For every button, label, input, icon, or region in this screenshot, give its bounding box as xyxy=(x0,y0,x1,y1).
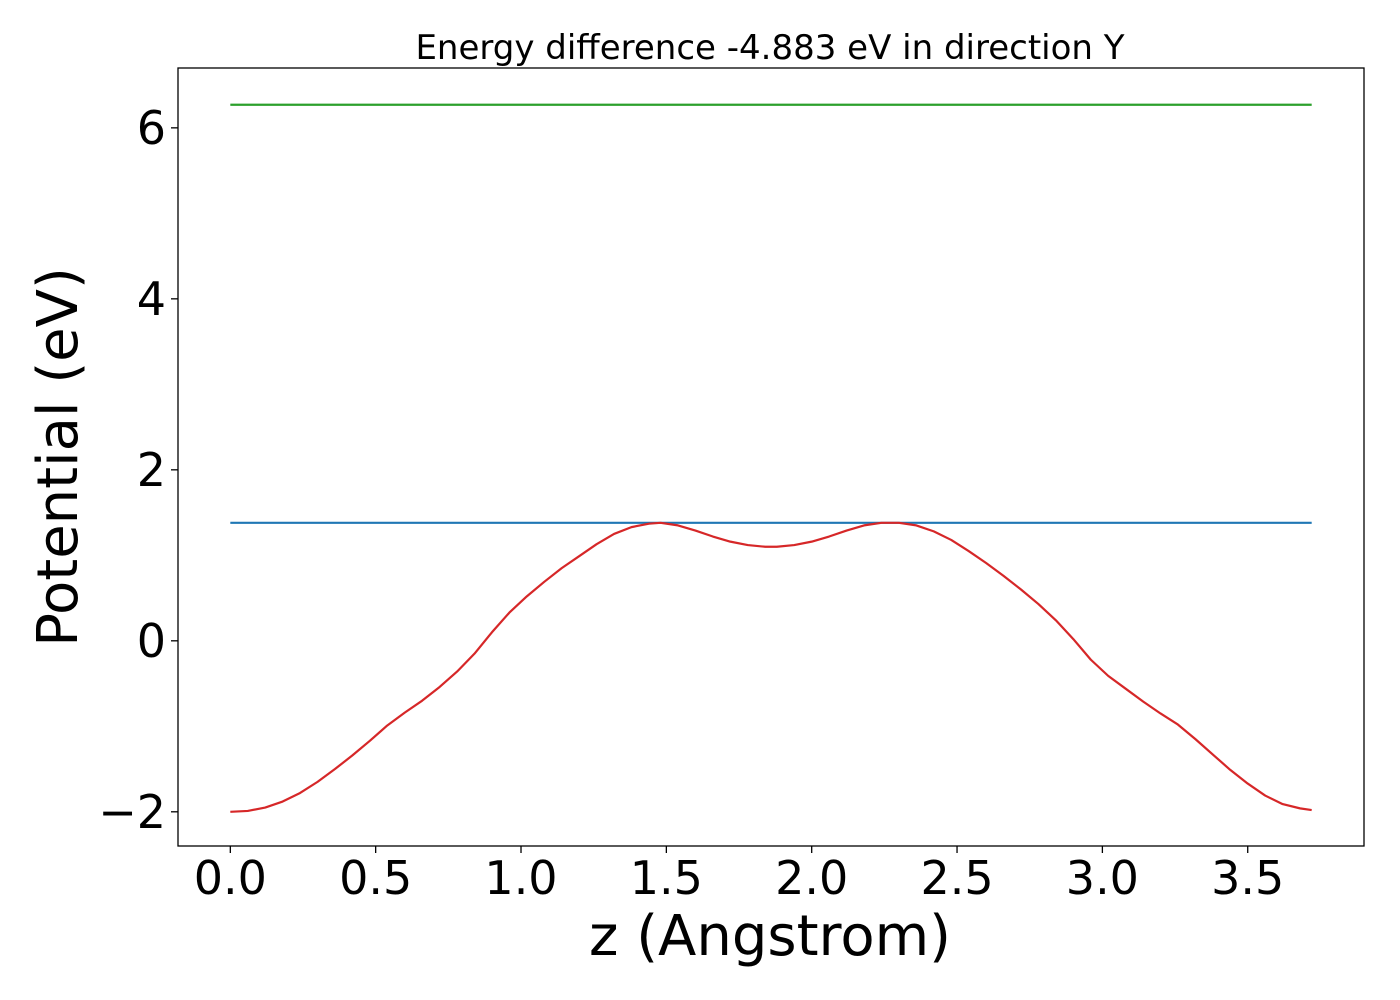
x-tick-label: 1.0 xyxy=(484,851,557,905)
x-axis: 0.0 0.5 1.0 1.5 2.0 2.5 3.0 3.5 xyxy=(194,846,1284,905)
x-tick-label: 2.5 xyxy=(920,851,993,905)
x-tick-label: 0.5 xyxy=(339,851,412,905)
y-tick-label: 4 xyxy=(137,272,166,326)
x-axis-title: z (Angstrom) xyxy=(589,904,951,969)
plot-area xyxy=(230,103,1312,813)
series-line-2 xyxy=(230,521,1312,813)
y-tick-label: 6 xyxy=(137,101,166,155)
x-tick-label: 2.0 xyxy=(775,851,848,905)
x-tick-label: 0.0 xyxy=(194,851,267,905)
y-tick-label: −2 xyxy=(98,785,166,839)
y-tick-label: 2 xyxy=(137,443,166,497)
x-tick-label: 3.0 xyxy=(1066,851,1139,905)
y-axis-title: Potential (eV) xyxy=(26,267,91,647)
y-axis: −2 0 2 4 6 xyxy=(98,101,178,839)
x-tick-label: 3.5 xyxy=(1211,851,1284,905)
y-tick-label: 0 xyxy=(137,614,166,668)
x-tick-label: 1.5 xyxy=(630,851,703,905)
plot-frame xyxy=(177,67,1365,847)
chart-title: Energy difference -4.883 eV in direction… xyxy=(415,28,1124,68)
